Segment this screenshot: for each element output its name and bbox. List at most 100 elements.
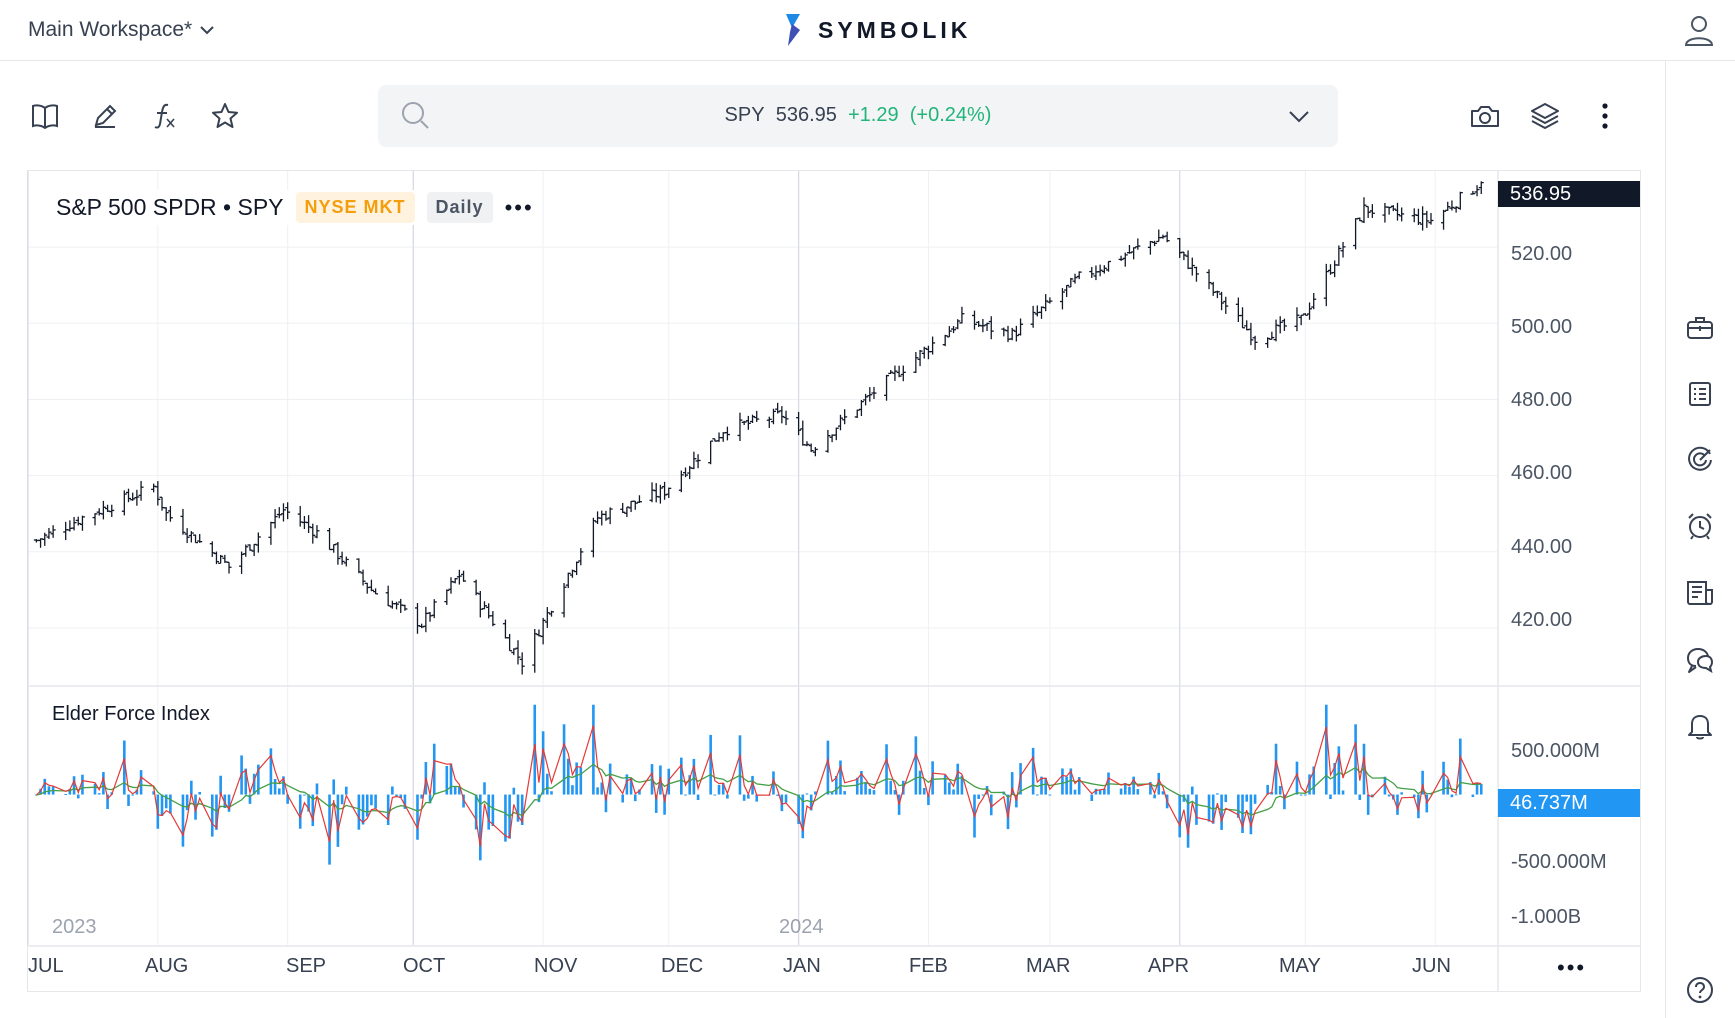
force-index-bar [102,772,105,795]
force-index-bar [370,794,373,806]
x-axis-more-button[interactable]: ••• [1557,955,1587,980]
force-index-bar [843,791,846,795]
radar-icon[interactable] [1684,444,1716,476]
force-index-bar [458,787,461,795]
force-index-bar [336,794,340,847]
chevron-down-icon [200,26,214,35]
force-index-bar [1044,777,1047,795]
briefcase-icon[interactable] [1684,312,1716,344]
force-index-bar [805,793,809,795]
force-index-bar [1412,794,1416,798]
star-icon[interactable] [208,99,242,133]
force-index-bar [1182,794,1186,802]
force-index-bar [252,773,256,795]
force-index-bar [374,794,377,809]
user-icon[interactable] [1683,14,1715,46]
force-index-bar [1354,724,1357,795]
ticker-change: +1.29 [848,104,899,126]
force-index-bar [1308,774,1311,795]
force-index-bar [1128,787,1131,795]
force-index-bar [420,794,423,799]
symbol-search-bar[interactable]: SPY 536.95 +1.29 (+0.24%) [378,85,1338,147]
layers-icon[interactable] [1528,99,1562,133]
force-index-bar [1459,738,1462,795]
force-index-bar [1333,763,1336,795]
force-index-bar [633,794,637,802]
force-index-bar [328,794,331,865]
force-index-bar [956,763,960,795]
logo-icon [786,14,800,46]
force-index-bar [1090,794,1094,802]
indicator-y-label: 500.000M [1511,740,1600,762]
force-index-bar [600,782,604,795]
force-index-bar [596,787,599,795]
force-index-bar [395,794,398,796]
chevron-down-icon[interactable] [1288,105,1310,127]
chat-icon[interactable] [1684,644,1716,676]
force-index-bar [520,794,524,826]
force-index-bar [914,736,918,795]
force-index-bar [1358,794,1362,800]
help-icon[interactable] [1684,974,1716,1006]
force-index-bar [1132,776,1135,795]
force-index-bar [1400,792,1403,795]
force-index-bar [361,794,365,825]
force-index-bar [106,794,109,810]
force-index-bar [1103,788,1106,795]
bell-icon[interactable] [1684,710,1716,742]
camera-icon[interactable] [1468,99,1502,133]
force-index-bar [684,794,687,796]
force-index-bar [625,774,629,795]
force-index-bar [889,780,893,795]
workspace-selector[interactable]: Main Workspace* [28,18,214,42]
force-index-bar [1136,789,1140,795]
force-index-bar [562,724,566,795]
ticker-quote: SPY 536.95 +1.29 (+0.24%) [378,104,1338,127]
force-index-bar [1450,794,1454,798]
watchlist-icon[interactable] [1684,378,1716,410]
force-index-bar [1479,784,1483,795]
force-index-bar [273,778,277,795]
more-vertical-icon[interactable] [1588,99,1622,133]
force-index-bar [1216,793,1219,795]
news-icon[interactable] [1684,577,1716,609]
force-index-bar [1153,794,1156,799]
force-index-bar [152,791,155,795]
force-index-bar [621,794,625,803]
force-index-bar [981,794,985,796]
force-index-bar [755,794,759,802]
force-index-bar [303,794,306,796]
x-axis-label: FEB [909,955,948,977]
chart-more-button[interactable]: ••• [504,194,534,220]
x-axis-label: JAN [783,955,821,977]
force-index-bar [1178,794,1182,838]
force-index-bar [629,777,633,795]
y-axis-label: 480.00 [1511,389,1573,411]
force-index-bar [927,794,930,806]
year-label: 2024 [779,916,824,938]
force-index-bar [340,794,344,805]
x-axis-label: MAR [1026,955,1071,977]
force-index-bar [123,740,126,795]
alarm-icon[interactable] [1684,510,1716,542]
force-index-bar [575,762,578,795]
interval-badge[interactable]: Daily [426,192,493,223]
force-index-bar [487,794,490,830]
force-index-bar [160,794,164,816]
force-index-bar [1337,746,1341,795]
x-axis-label: NOV [534,955,578,977]
book-icon[interactable] [28,99,62,133]
pencil-icon[interactable] [88,99,122,133]
force-index-bar [709,734,712,795]
force-index-bar [1036,794,1039,796]
function-icon[interactable] [148,99,182,133]
force-index-bar [97,793,101,795]
logo: SYMBOLIK [782,12,971,48]
force-index-bar [386,794,390,826]
force-index-bar [1220,794,1223,830]
force-index-bar [546,773,549,795]
ticker-symbol: SPY [724,104,765,126]
force-index-bar [1069,768,1073,795]
force-index-bar [751,775,754,795]
